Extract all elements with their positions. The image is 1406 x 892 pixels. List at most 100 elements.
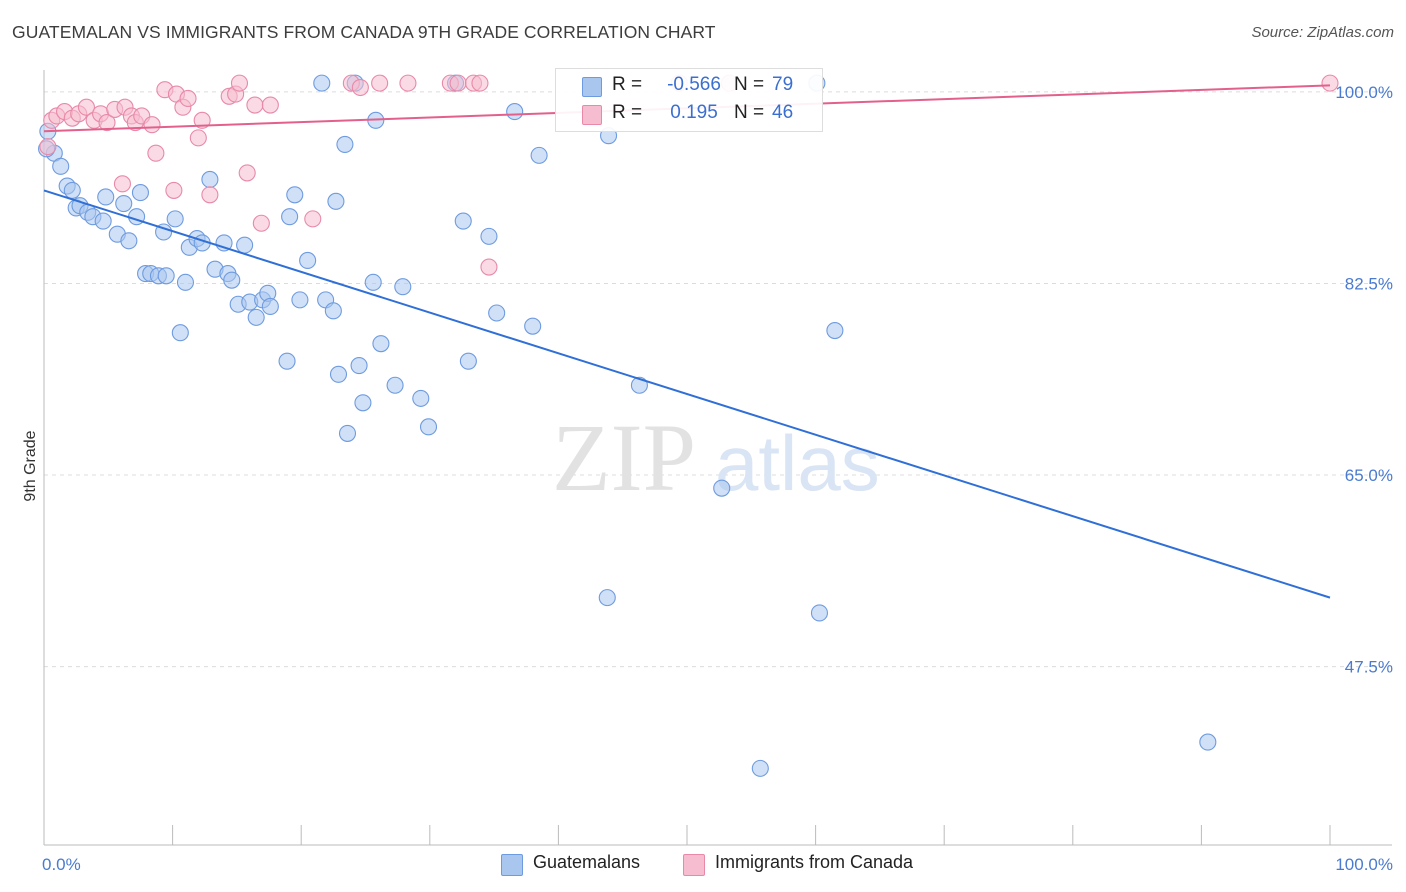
data-point [480, 227, 498, 245]
data-point [189, 129, 207, 147]
n-label: N = [734, 74, 765, 95]
data-point [751, 759, 769, 777]
data-point [459, 352, 477, 370]
data-point [394, 278, 412, 296]
data-point [313, 74, 331, 92]
watermark-zip: ZIP [552, 404, 696, 511]
r-label: R = [612, 102, 643, 123]
data-point [471, 74, 489, 92]
data-point [63, 181, 81, 199]
chart-title: GUATEMALAN VS IMMIGRANTS FROM CANADA 9TH… [12, 22, 716, 42]
data-point [223, 271, 241, 289]
y-axis-label: 9th Grade [22, 430, 39, 501]
x-tick-label: 100.0% [1335, 855, 1393, 874]
data-point [371, 74, 389, 92]
data-point [386, 376, 404, 394]
data-point [530, 146, 548, 164]
data-point [94, 212, 112, 230]
source-label: Source: ZipAtlas.com [1251, 24, 1394, 41]
data-point [338, 424, 357, 442]
data-point [336, 135, 354, 153]
bottom-legend: Guatemalans Immigrants from Canada [0, 852, 1406, 878]
watermark: ZIP atlas [552, 404, 880, 511]
data-point [412, 389, 430, 407]
tick-labels: 100.0% 82.5% 65.0% 47.5% 0.0% 100.0% [42, 83, 1393, 874]
y-tick-label: 82.5% [1345, 274, 1393, 293]
data-point [131, 184, 149, 202]
stats-legend: R = -0.566 N = 79 R = 0.195 N = 46 [555, 68, 823, 132]
data-point [713, 479, 731, 497]
data-point [120, 232, 138, 250]
r-value: 0.195 [670, 102, 718, 123]
legend-swatch-guatemalans [582, 77, 602, 97]
data-point [147, 144, 165, 162]
legend-swatch-canada [683, 854, 705, 876]
data-point [166, 210, 184, 228]
data-point [299, 251, 317, 270]
legend-swatch-canada [582, 105, 602, 125]
data-point [261, 96, 279, 114]
data-point [201, 170, 219, 189]
data-point [281, 208, 299, 226]
data-point [327, 192, 345, 210]
data-point [488, 304, 506, 322]
data-point [143, 116, 161, 134]
r-label: R = [612, 74, 643, 95]
data-point [350, 357, 368, 375]
data-point [52, 157, 70, 175]
data-point [252, 214, 270, 232]
data-point [372, 335, 390, 353]
axes [43, 70, 1392, 846]
data-point [39, 138, 57, 156]
data-point [193, 111, 211, 129]
data-point [419, 418, 438, 436]
data-point [157, 267, 175, 285]
data-point [247, 308, 265, 326]
data-point [826, 321, 844, 340]
data-point [1199, 733, 1217, 751]
data-point [506, 103, 524, 121]
data-point [329, 365, 348, 383]
data-point [278, 352, 296, 370]
data-point [354, 394, 372, 412]
data-point [115, 194, 133, 213]
data-point [176, 273, 195, 291]
watermark-atlas: atlas [715, 419, 880, 507]
data-point [364, 273, 382, 291]
r-value: -0.566 [667, 74, 721, 95]
data-point [238, 164, 256, 182]
data-point [399, 74, 417, 92]
data-point [97, 188, 115, 206]
data-point [598, 589, 616, 607]
data-point [171, 324, 189, 342]
data-point [165, 181, 183, 199]
legend-swatch-guatemalans [501, 854, 523, 876]
data-point [324, 302, 342, 320]
legend-label: Guatemalans [533, 852, 641, 872]
data-point [1321, 74, 1339, 92]
data-point [98, 113, 116, 132]
data-point [261, 297, 279, 315]
x-tick-label: 0.0% [42, 855, 81, 874]
legend-label: Immigrants from Canada [715, 852, 914, 872]
n-value: 79 [772, 74, 794, 95]
data-point [286, 186, 304, 204]
trend-lines [43, 84, 1331, 599]
data-point [246, 96, 264, 114]
data-point [236, 236, 254, 254]
data-point [304, 210, 322, 228]
y-tick-label: 47.5% [1345, 658, 1393, 677]
y-tick-label: 65.0% [1345, 466, 1393, 485]
data-point [113, 175, 131, 193]
data-point [77, 98, 95, 116]
data-point [454, 212, 472, 230]
n-label: N = [734, 102, 765, 123]
data-point [201, 186, 219, 204]
y-tick-label: 100.0% [1335, 83, 1393, 102]
data-point [480, 258, 498, 276]
data-point [524, 317, 542, 335]
data-point [351, 78, 369, 97]
n-value: 46 [772, 102, 794, 123]
data-point [230, 74, 249, 92]
